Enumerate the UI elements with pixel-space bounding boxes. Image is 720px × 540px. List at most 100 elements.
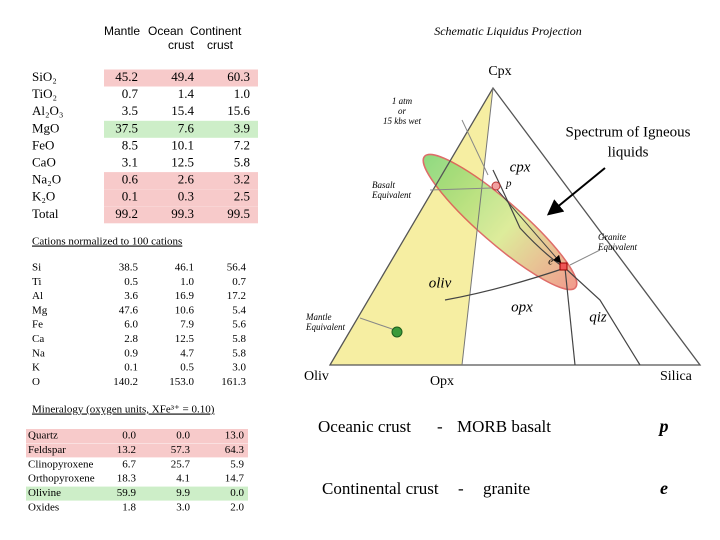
cell: 60.3 [227, 69, 250, 84]
point-label: p [505, 178, 512, 190]
cell: 3.2 [234, 172, 250, 187]
row-label: Clinopyroxene [28, 458, 93, 470]
diagram-title: Schematic Liquidus Projection [434, 24, 582, 38]
cell: 10.6 [175, 304, 195, 316]
row-label: Ca [32, 333, 44, 345]
cell: 45.2 [115, 69, 138, 84]
row-label: Na [32, 347, 45, 359]
cell: 2.0 [230, 502, 244, 514]
cell: 0.6 [122, 172, 139, 187]
column-header: Mantle [104, 24, 140, 38]
field-label: cpx [510, 159, 531, 175]
cell: 3.0 [232, 362, 246, 374]
cell: 4.7 [180, 347, 194, 359]
row-highlight [104, 120, 258, 138]
cell: 2.8 [124, 333, 138, 345]
cell: 5.9 [230, 458, 244, 470]
e-point [559, 262, 568, 271]
row-highlight [26, 443, 248, 458]
cell: 3.1 [122, 154, 138, 169]
legend-symbol: e [660, 478, 668, 498]
cell: 17.2 [227, 290, 246, 302]
leader [429, 187, 493, 191]
cell: 0.7 [122, 86, 139, 101]
column-subheader: crust [168, 38, 195, 52]
row-highlight [26, 429, 248, 443]
row-highlight [104, 172, 258, 190]
vertex-label: Opx [430, 374, 454, 389]
cell: 6.0 [124, 319, 138, 331]
cell: 0.7 [232, 276, 246, 288]
cell: 2.5 [234, 189, 250, 204]
row-label: Fe [32, 319, 43, 331]
legend-separator: - [458, 479, 464, 498]
legend-separator: - [437, 417, 443, 436]
cell: 16.9 [175, 290, 195, 302]
fractionation-arrow [492, 184, 562, 264]
leader [461, 119, 489, 176]
mantle-point [391, 326, 403, 338]
cell: 0.0 [122, 430, 136, 442]
cell: 59.9 [117, 487, 137, 499]
cell: 56.4 [227, 262, 247, 274]
cell: 7.6 [178, 120, 195, 135]
row-label: Total [32, 206, 59, 221]
cell: 99.3 [171, 206, 194, 221]
legend-rock: MORB basalt [457, 417, 551, 436]
row-label: Oxides [28, 502, 59, 514]
cell: 4.1 [176, 473, 190, 485]
column-header: Continent [190, 24, 242, 38]
annotation: Basalt [372, 180, 396, 190]
cell: 0.3 [178, 189, 194, 204]
cell: 5.6 [232, 319, 246, 331]
cell: 9.9 [176, 487, 190, 499]
cell: 7.2 [234, 137, 250, 152]
callout: Spectrum of Igneous [566, 124, 691, 140]
cell: 3.0 [176, 502, 190, 514]
liquid-spectrum-ellipse [422, 153, 578, 291]
column-subheader: crust [207, 38, 234, 52]
row-highlight [26, 486, 248, 501]
cell: 6.7 [122, 458, 136, 470]
cotectic [564, 267, 576, 366]
cell: 13.0 [225, 430, 245, 442]
annotation: 1 atm [392, 96, 413, 106]
row-label: MgO [32, 120, 59, 135]
vertex-label: Cpx [488, 64, 511, 79]
cell: 37.5 [115, 120, 138, 135]
cell: 5.8 [232, 347, 246, 359]
cell: 15.4 [171, 103, 194, 118]
cotectic [444, 267, 566, 301]
cell: 47.6 [119, 304, 139, 316]
cell: 3.5 [122, 103, 138, 118]
cell: 99.5 [227, 206, 250, 221]
row-label: CaO [32, 154, 56, 169]
row-highlight [104, 206, 258, 224]
vertex-label: Oliv [304, 369, 329, 384]
row-label: SiO₂ [32, 69, 57, 84]
cell: 0.5 [180, 362, 194, 374]
row-label: K [32, 362, 40, 374]
cell: 99.2 [115, 206, 138, 221]
cell: 0.1 [122, 189, 138, 204]
cell: 0.0 [176, 430, 190, 442]
legend-rock: granite [483, 479, 530, 498]
row-highlight [104, 189, 258, 207]
annotation: Granite [598, 232, 626, 242]
cell: 3.9 [234, 120, 250, 135]
cell: 64.3 [225, 444, 245, 456]
row-label: Na₂O [32, 172, 61, 187]
row-label: K₂O [32, 189, 55, 204]
cell: 1.8 [122, 502, 136, 514]
row-label: Al₂O₃ [32, 103, 63, 118]
legend-symbol: p [658, 416, 669, 436]
cell: 0.0 [230, 487, 244, 499]
field-label: oliv [429, 275, 452, 291]
row-label: Mg [32, 304, 48, 316]
cell: 2.6 [178, 172, 195, 187]
legend-crust: Continental crust [322, 479, 439, 498]
annotation: 15 kbs wet [383, 116, 421, 126]
cell: 15.6 [227, 103, 250, 118]
row-highlight [104, 69, 258, 87]
cell: 161.3 [221, 376, 246, 388]
